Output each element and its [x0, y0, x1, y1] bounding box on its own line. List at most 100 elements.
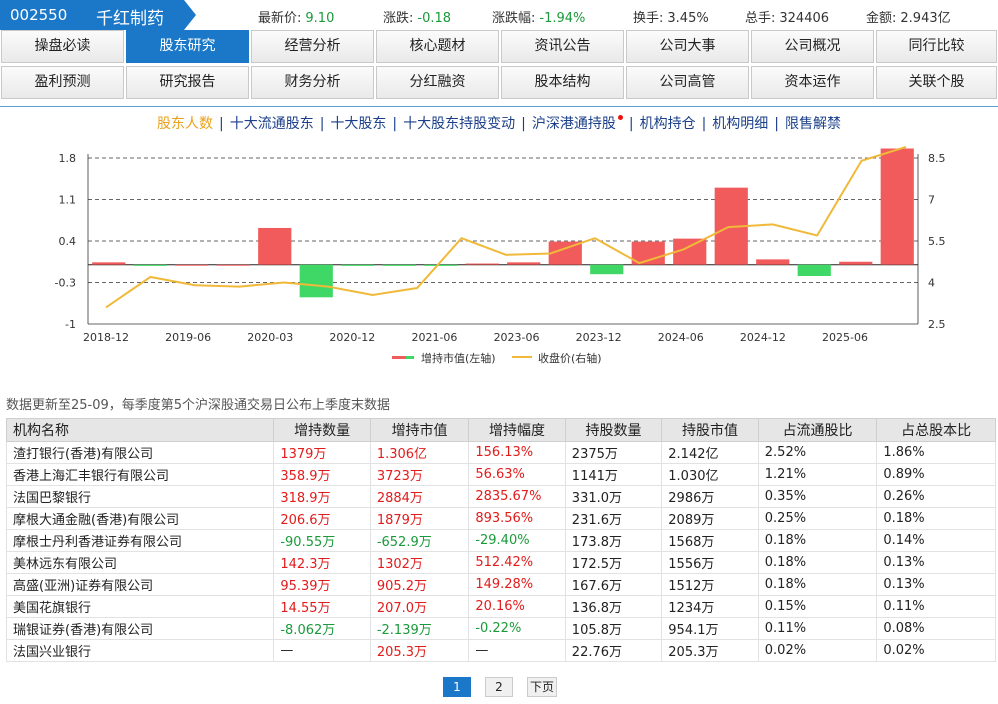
- table-cell: 206.6万: [273, 507, 371, 530]
- table-row[interactable]: 香港上海汇丰银行有限公司 358.9万 3723万 56.63% 1141万 1.030亿…: [5, 463, 996, 486]
- table-cell: 0.14%: [876, 529, 996, 552]
- nav-tab[interactable]: 资讯公告: [501, 30, 624, 63]
- y-right-tick-label: 8.5: [928, 152, 946, 165]
- table-header-row: 机构名称 增持数量 增持市值 增持幅度 持股数量 持股市值 占流通股比 占总股本比: [5, 418, 996, 442]
- table-cell: 0.02%: [876, 639, 996, 662]
- column-header[interactable]: 增持幅度: [468, 418, 566, 442]
- nav-tab[interactable]: 研究报告: [126, 66, 249, 99]
- table-row[interactable]: 美林远东有限公司 142.3万 1302万 512.42% 172.5万 1556万 0.1…: [5, 551, 996, 574]
- x-tick-label: 2023-06: [494, 331, 540, 344]
- nav-tab[interactable]: 公司概况: [751, 30, 874, 63]
- table-cell: 2.52%: [757, 441, 878, 464]
- institution-table: 机构名称 增持数量 增持市值 增持幅度 持股数量 持股市值 占流通股比 占总股本比 渣打银行(…: [5, 418, 996, 662]
- next-page-button[interactable]: 下页: [527, 677, 557, 697]
- table-cell: 205.3万: [661, 639, 759, 662]
- shareholding-chart: 1.8 1.1 0.4 -0.3 -1 8.5 7 5.5 4 2.5 2018-12 2019-06…: [55, 145, 946, 365]
- table-cell: 20.16%: [468, 595, 566, 618]
- nav-tab[interactable]: 关联个股: [876, 66, 997, 99]
- nav-tab[interactable]: 公司大事: [626, 30, 749, 63]
- bar: [631, 241, 665, 265]
- table-cell: 893.56%: [468, 507, 566, 530]
- table-cell: 0.11%: [876, 595, 996, 618]
- quote-item: 涨跌: -0.18: [383, 7, 451, 26]
- subtab-separator: |: [319, 116, 325, 132]
- table-row[interactable]: 渣打银行(香港)有限公司 1379万 1.306亿 156.13% 2375万 2.142…: [5, 441, 996, 464]
- bar: [590, 264, 624, 275]
- institution-name: 摩根士丹利香港证券有限公司: [5, 529, 275, 552]
- nav-tab[interactable]: 操盘必读: [1, 30, 124, 63]
- subtab[interactable]: 机构明细: [712, 116, 769, 132]
- stock-tag: 002550 千红制药: [0, 0, 196, 30]
- subtab[interactable]: 沪深港通持股: [531, 116, 616, 132]
- table-cell: 136.8万: [564, 595, 663, 618]
- bar: [341, 264, 375, 266]
- nav-tab[interactable]: 分红融资: [376, 66, 499, 99]
- x-tick-label: 2020-12: [329, 331, 375, 344]
- nav-tab[interactable]: 公司高管: [626, 66, 749, 99]
- nav-row-1: 操盘必读 股东研究 经营分析 核心题材 资讯公告 公司大事 公司概况 同行比较: [0, 30, 998, 64]
- y-left-tick-label: -1: [65, 318, 76, 331]
- nav-tab[interactable]: 盈利预测: [1, 66, 124, 99]
- page-2-button[interactable]: 2: [485, 677, 513, 697]
- column-header[interactable]: 增持市值: [369, 418, 470, 442]
- nav-tab[interactable]: 财务分析: [251, 66, 374, 99]
- table-cell: 1568万: [661, 529, 759, 552]
- institution-name: 美林远东有限公司: [5, 551, 275, 574]
- table-row[interactable]: 美国花旗银行 14.55万 207.0万 20.16% 136.8万 1234万 0.15%…: [5, 595, 996, 618]
- column-header[interactable]: 持股市值: [661, 418, 759, 442]
- table-row[interactable]: 高盛(亚洲)证券有限公司 95.39万 905.2万 149.28% 167.6万 151…: [5, 573, 996, 596]
- column-header[interactable]: 增持数量: [273, 418, 371, 442]
- quote-item: 总手: 324406: [745, 7, 829, 26]
- table-row[interactable]: 摩根大通金融(香港)有限公司 206.6万 1879万 893.56% 231.6万 20…: [5, 507, 996, 530]
- nav-tab[interactable]: 核心题材: [376, 30, 499, 63]
- subtab-separator: |: [521, 116, 526, 132]
- y-right-tick-label: 5.5: [928, 235, 946, 248]
- subtab-separator: |: [774, 116, 780, 132]
- table-cell: -652.9万: [369, 529, 470, 552]
- subtab[interactable]: 十大股东: [330, 116, 387, 132]
- table-cell: -29.40%: [468, 529, 566, 552]
- nav-tab[interactable]: 股本结构: [501, 66, 624, 99]
- table-cell: 0.18%: [757, 529, 878, 552]
- close-price-line: [105, 145, 907, 309]
- table-cell: 1556万: [661, 551, 759, 574]
- top-bar: 002550 千红制药 最新价: 9.10 涨跌: -0.18 涨跌幅: -1.94% 换手…: [0, 0, 998, 30]
- column-header[interactable]: 占流通股比: [757, 418, 878, 442]
- table-row[interactable]: 摩根士丹利香港证券有限公司 -90.55万 -652.9万 -29.40% 173.8万…: [5, 529, 996, 552]
- y-right-tick-label: 2.5: [928, 318, 946, 331]
- bar: [839, 261, 873, 265]
- institution-name: 瑞银证券(香港)有限公司: [5, 617, 275, 640]
- table-cell: 0.25%: [757, 507, 878, 530]
- page-1-button[interactable]: 1: [443, 677, 471, 697]
- table-cell: 0.11%: [757, 617, 878, 640]
- table-cell: 156.13%: [468, 441, 566, 464]
- y-left-tick-label: 0.4: [59, 235, 77, 248]
- table-row[interactable]: 瑞银证券(香港)有限公司 -8.062万 -2.139万 -0.22% 105.8万 95…: [5, 617, 996, 640]
- bar: [92, 262, 126, 265]
- stock-name: 千红制药: [96, 9, 164, 29]
- subtab[interactable]: 股东人数: [156, 116, 213, 132]
- y-right-tick-label: 4: [928, 277, 935, 290]
- nav-tab[interactable]: 同行比较: [876, 30, 997, 63]
- subtab[interactable]: 十大股东持股变动: [403, 116, 516, 132]
- nav-tab[interactable]: 股东研究: [126, 30, 249, 63]
- subtab[interactable]: 十大流通股东: [229, 116, 314, 132]
- quote-item: 换手: 3.45%: [633, 7, 709, 26]
- table-cell: 1302万: [369, 551, 470, 574]
- nav-tab[interactable]: 资本运作: [751, 66, 874, 99]
- subtab[interactable]: 限售解禁: [785, 116, 842, 132]
- column-header[interactable]: 机构名称: [5, 418, 275, 442]
- table-row[interactable]: 法国巴黎银行 318.9万 2884万 2835.67% 331.0万 2986万 0.35…: [5, 485, 996, 508]
- column-header[interactable]: 持股数量: [564, 418, 663, 442]
- table-row[interactable]: 法国兴业银行 —205.3万 —22.76万 205.3万 0.02% 0.02%: [5, 639, 996, 662]
- nav-tab[interactable]: 经营分析: [251, 30, 374, 63]
- table-cell: 0.89%: [876, 463, 996, 486]
- table-cell: 0.26%: [876, 485, 996, 508]
- subtab[interactable]: 机构持仓: [639, 116, 696, 132]
- column-header[interactable]: 占总股本比: [876, 418, 996, 442]
- table-cell: 1234万: [661, 595, 759, 618]
- pager: 1 2 下页: [0, 677, 998, 697]
- table-cell: 2089万: [661, 507, 759, 530]
- quote-value: 2.943亿: [900, 11, 951, 26]
- table-cell: 358.9万: [273, 463, 371, 486]
